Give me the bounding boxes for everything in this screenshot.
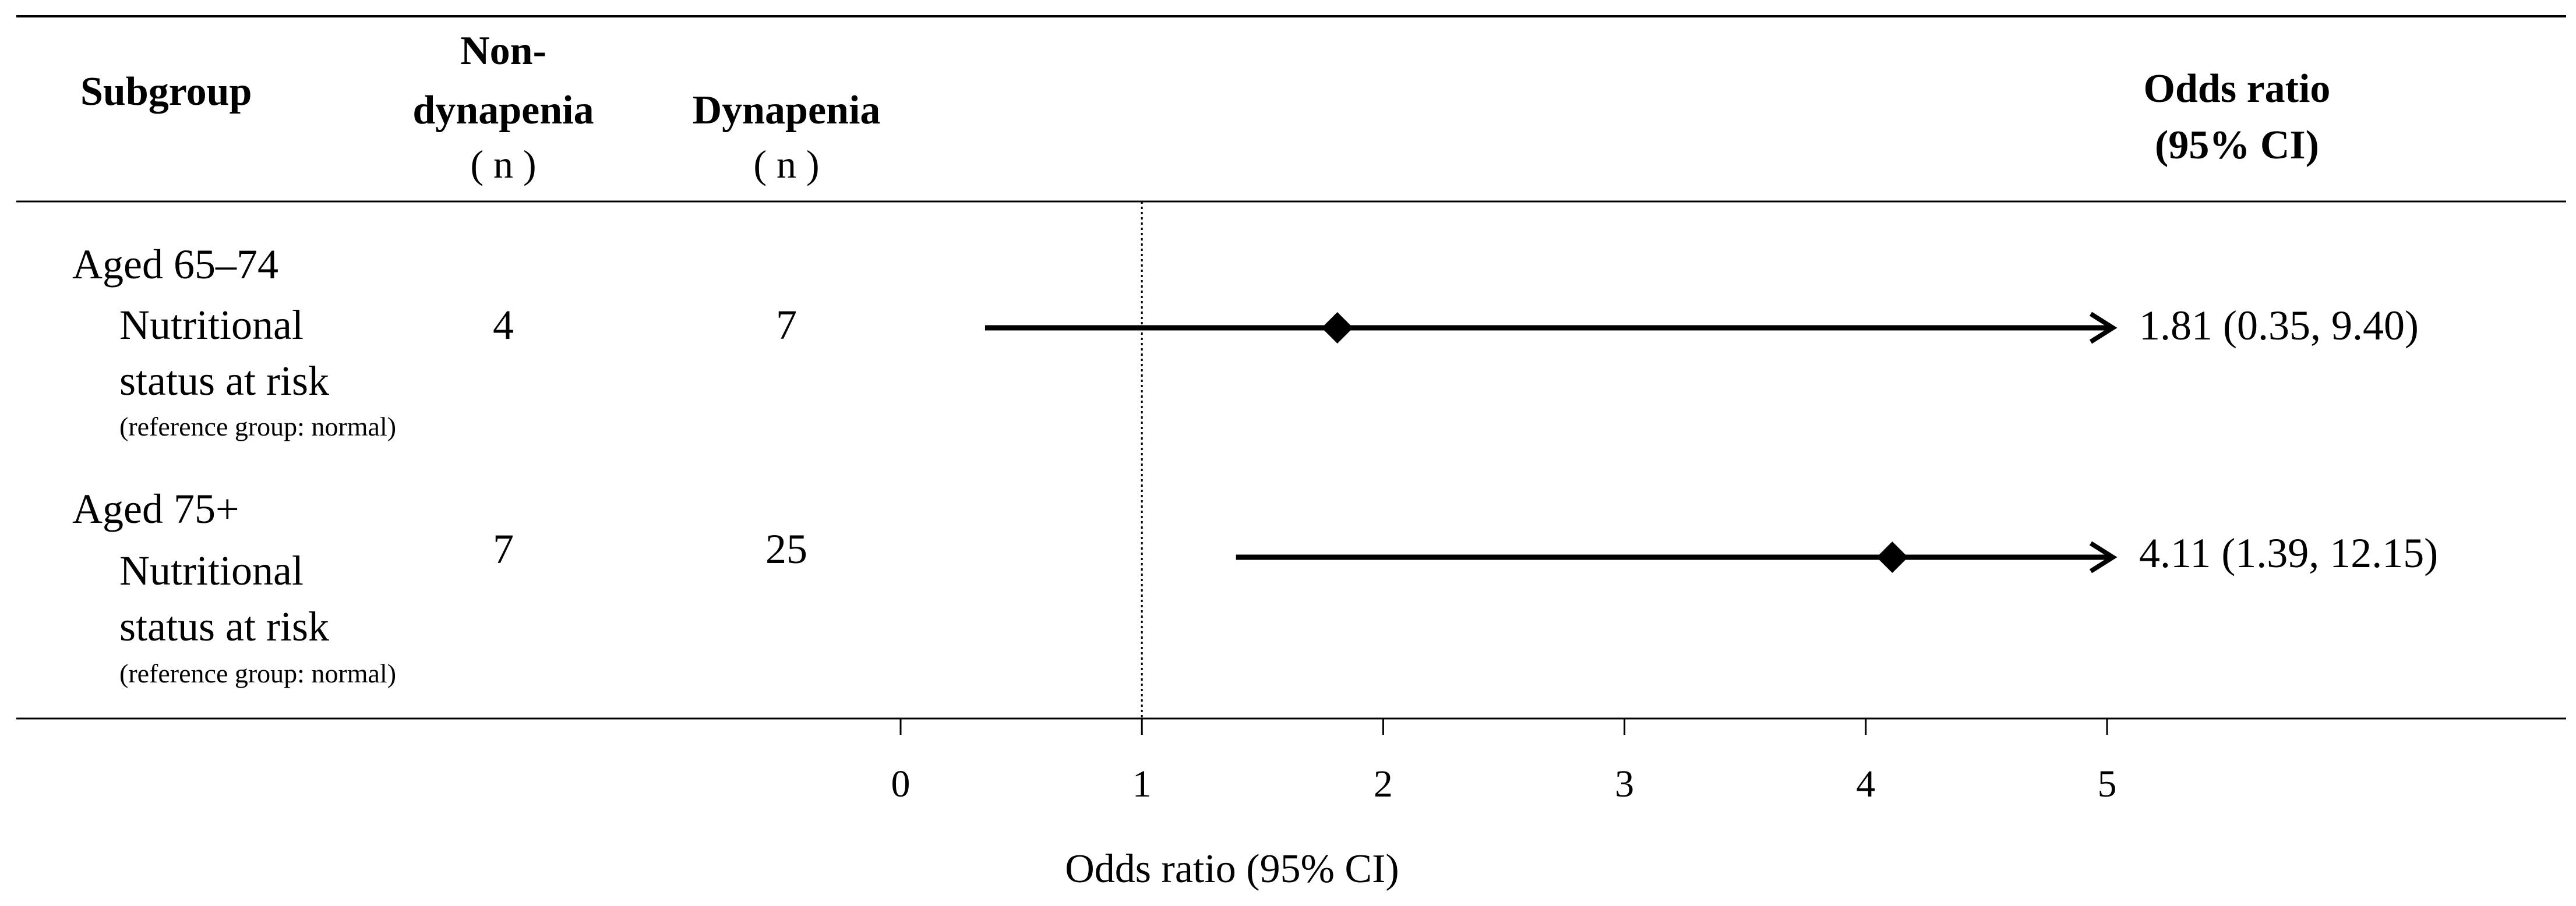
x-tick-label-4: 4 — [1856, 763, 1875, 805]
row-2-reference: (reference group: normal) — [119, 659, 396, 688]
row-1-label-line1: Nutritional — [119, 302, 304, 348]
header-subgroup: Subgroup — [80, 69, 252, 114]
x-tick-label-5: 5 — [2098, 763, 2117, 805]
row-2-label-line1: Nutritional — [119, 547, 304, 594]
row-2-ci-arrow — [2089, 541, 2118, 574]
header-odds-ratio-line2: (95% CI) — [2155, 123, 2319, 168]
row-1-reference: (reference group: normal) — [119, 412, 396, 441]
row-2-non-dynapenia-n: 7 — [493, 526, 514, 572]
header-non-dynapenia-n: ( n ) — [470, 142, 536, 186]
row-2-dynapenia-n: 25 — [765, 526, 807, 572]
row-1-ci-arrow — [2089, 312, 2118, 344]
row-1-point-estimate — [1321, 312, 1353, 344]
row-2-or-text: 4.11 (1.39, 12.15) — [2139, 530, 2438, 576]
header-dynapenia-n: ( n ) — [753, 142, 819, 186]
header-non-dynapenia-line1: Non- — [460, 29, 546, 73]
header-non-dynapenia-line2: dynapenia — [412, 88, 594, 133]
header-odds-ratio-line1: Odds ratio — [2144, 66, 2331, 111]
row-1-label-line2: status at risk — [119, 358, 329, 404]
row-1-dynapenia-n: 7 — [776, 302, 797, 348]
x-axis: 0 1 2 3 4 5 — [891, 719, 2117, 805]
x-tick-label-1: 1 — [1132, 763, 1152, 805]
x-axis-title: Odds ratio (95% CI) — [1065, 847, 1399, 891]
row-1-or-text: 1.81 (0.35, 9.40) — [2139, 302, 2419, 349]
row-1-group: Aged 65–74 — [72, 241, 278, 288]
row-1-non-dynapenia-n: 4 — [493, 302, 514, 348]
row-2-label-line2: status at risk — [119, 603, 329, 650]
row-2-group: Aged 75+ — [72, 486, 239, 532]
header-dynapenia: Dynapenia — [693, 88, 881, 133]
x-tick-label-2: 2 — [1374, 763, 1393, 805]
row-2-point-estimate — [1876, 542, 1908, 573]
x-tick-label-3: 3 — [1615, 763, 1634, 805]
x-tick-label-0: 0 — [891, 763, 911, 805]
ci-group — [984, 312, 2118, 574]
